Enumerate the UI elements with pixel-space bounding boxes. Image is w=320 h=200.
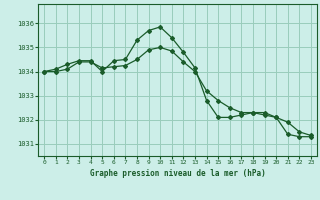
X-axis label: Graphe pression niveau de la mer (hPa): Graphe pression niveau de la mer (hPa)	[90, 169, 266, 178]
